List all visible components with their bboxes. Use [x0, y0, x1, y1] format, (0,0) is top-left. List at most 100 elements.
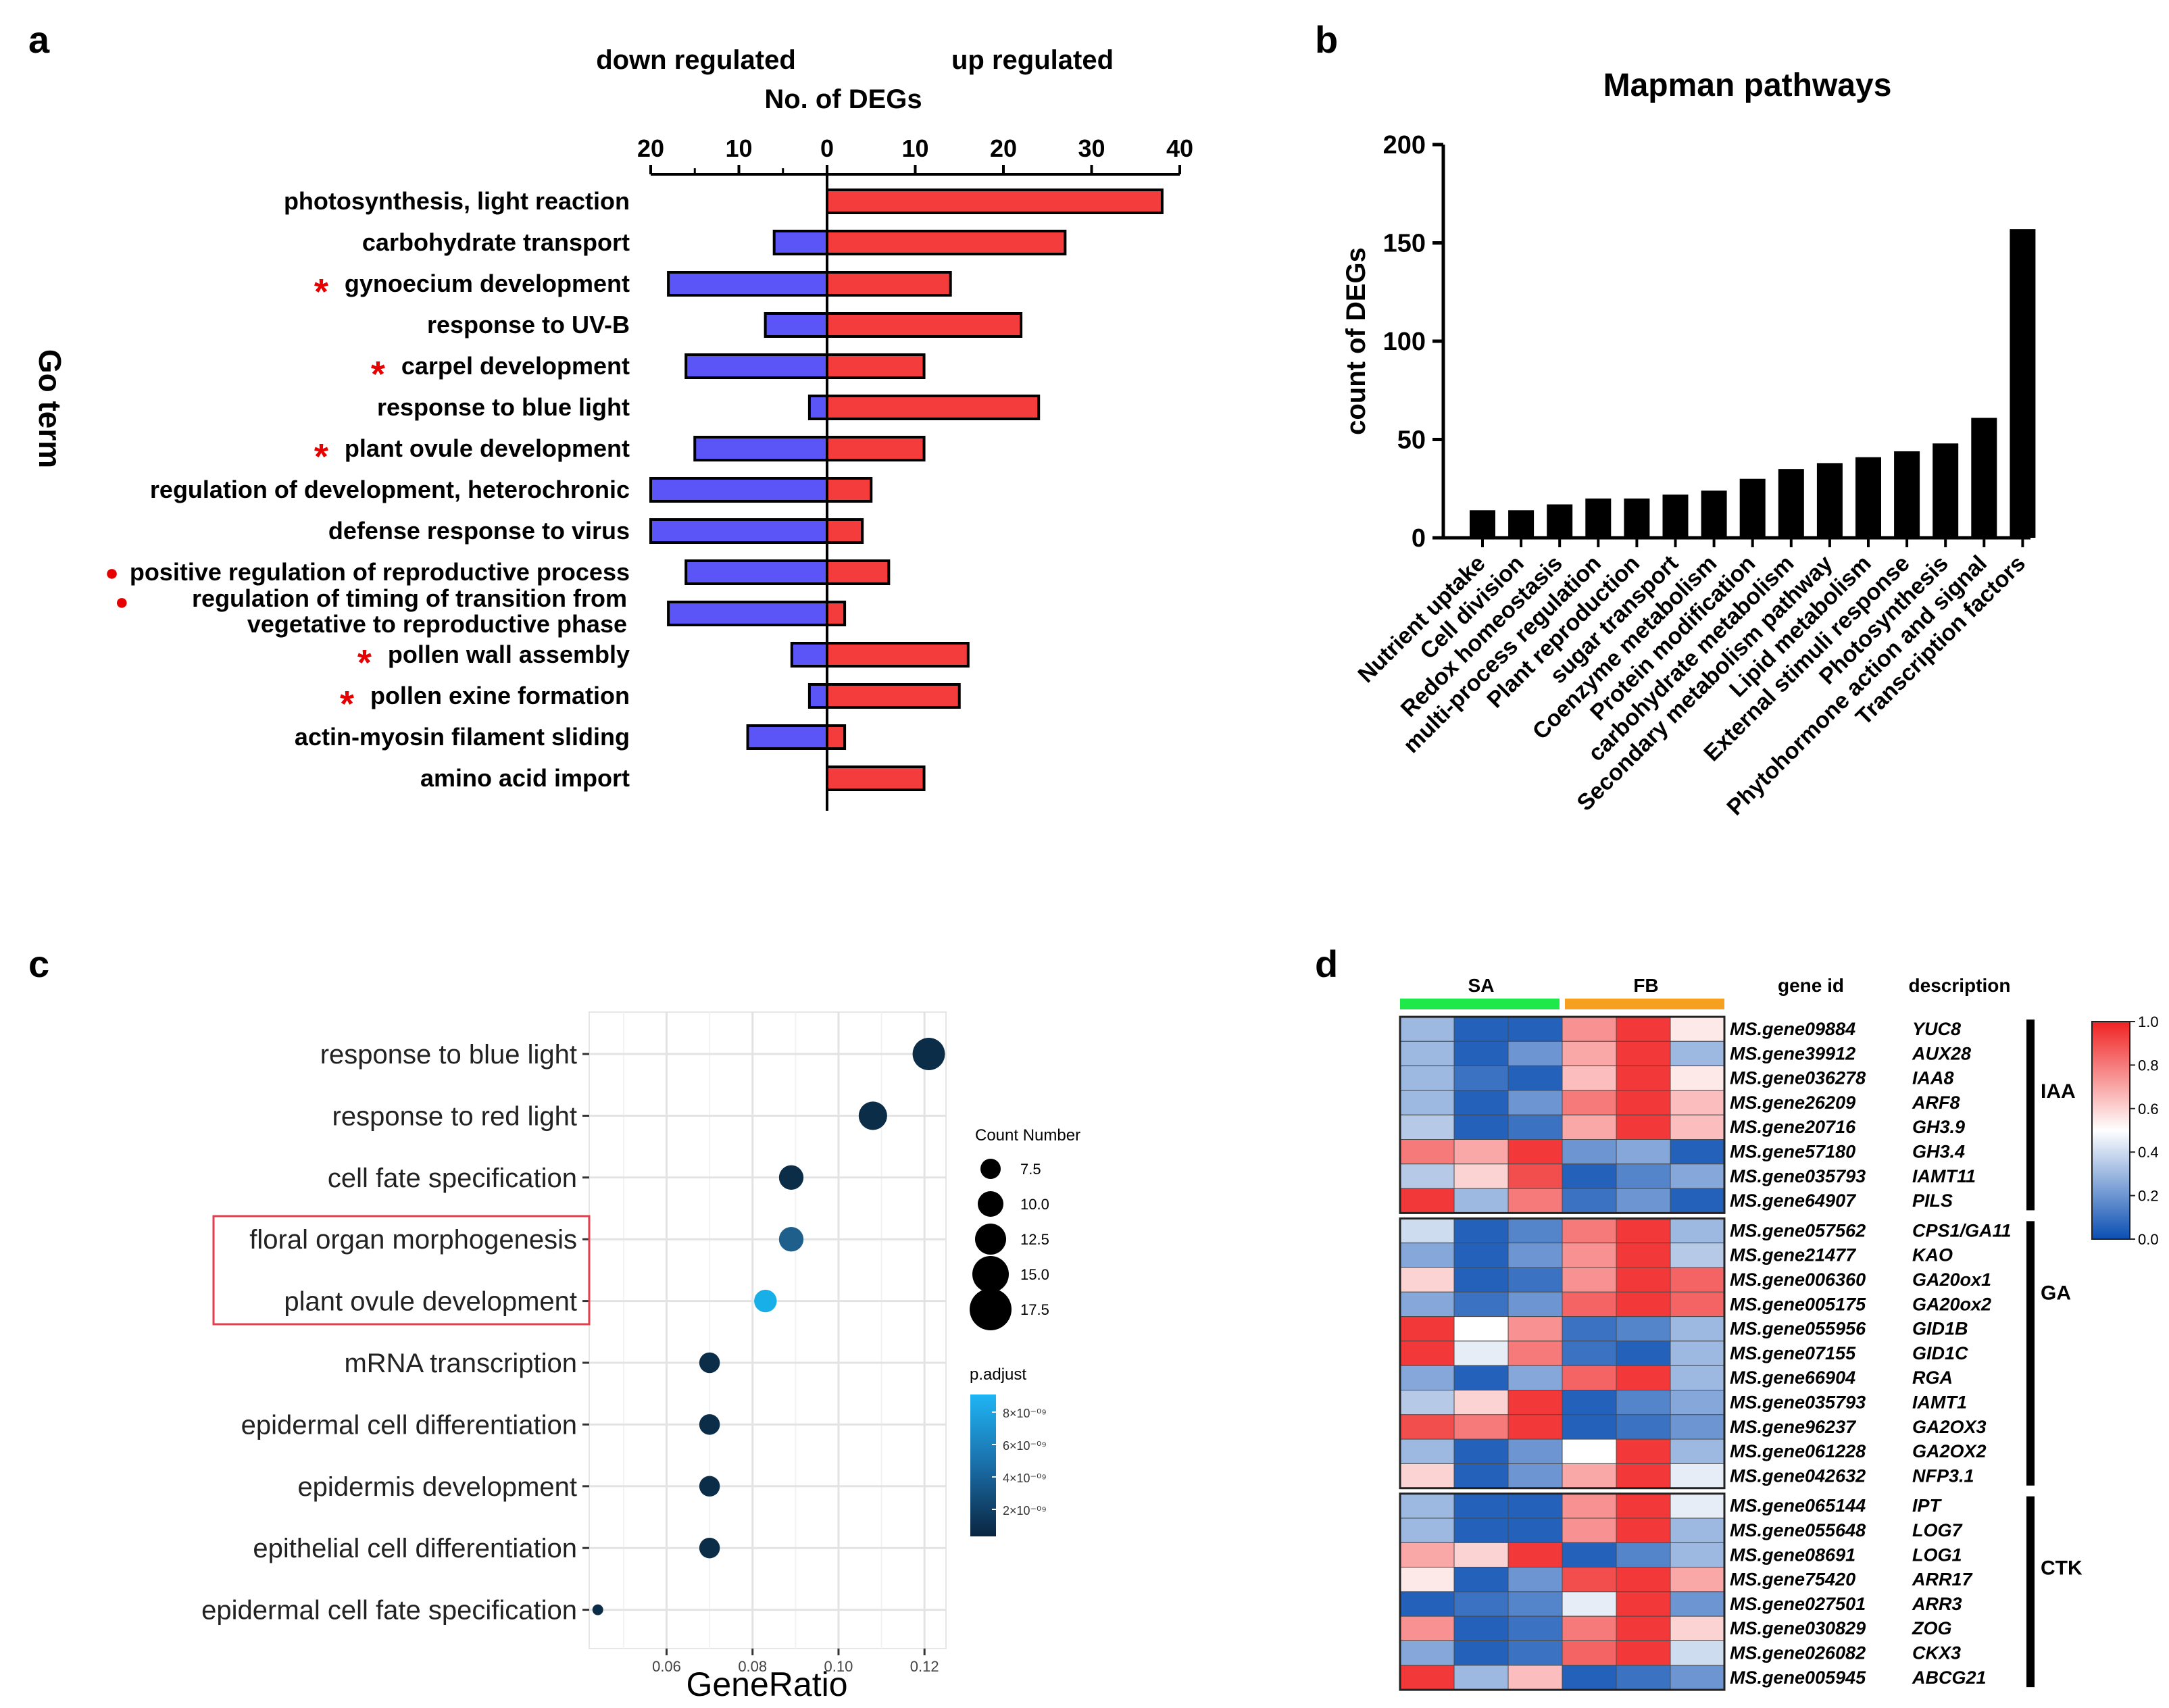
panel-d-scale-tick-label: 0.4	[2138, 1144, 2159, 1161]
panel-d-cell	[1453, 1665, 1509, 1690]
panel-a-bar-up	[826, 724, 847, 750]
panel-d-cell	[1670, 1217, 1725, 1244]
panel-d-cell	[1453, 1640, 1509, 1666]
panel-label-d: d	[1315, 943, 1338, 985]
panel-d-cell	[1453, 1567, 1509, 1592]
panel-d-description-header: description	[1909, 975, 2011, 996]
panel-d-cell	[1399, 1463, 1455, 1489]
panel-d-gene-id: MS.gene57180	[1730, 1142, 1855, 1162]
panel-d-cell	[1670, 1640, 1725, 1666]
panel-d-gene-id: MS.gene036278	[1730, 1068, 1866, 1088]
panel-d-cell	[1670, 1040, 1725, 1067]
panel-d-cell	[1616, 1640, 1671, 1666]
panel-d-cell	[1616, 1517, 1671, 1543]
panel-d-cell	[1562, 1267, 1617, 1292]
panel-c-point	[699, 1476, 720, 1497]
panel-a-bar-down	[790, 642, 829, 668]
panel-d-cell	[1453, 1390, 1509, 1415]
panel-d-cell	[1670, 1163, 1725, 1189]
panel-d-cell	[1562, 1414, 1617, 1440]
panel-d-description: CPS1/GA11	[1912, 1220, 2012, 1240]
panel-d-cell	[1616, 1163, 1671, 1189]
panel-d-cell	[1562, 1065, 1617, 1091]
panel-b-title: Mapman pathways	[1603, 68, 1892, 103]
panel-d-cell	[1507, 1316, 1563, 1342]
panel-a-tick-label: 10	[725, 134, 752, 162]
panel-d-description: ZOG	[1912, 1618, 1952, 1638]
panel-d-cell	[1399, 1267, 1455, 1292]
panel-d-cell	[1453, 1340, 1509, 1366]
panel-d-cell	[1562, 1188, 1617, 1213]
panel-a-category-label: carbohydrate transport	[362, 228, 630, 256]
panel-d-group-label: FB	[1633, 975, 1658, 996]
panel-d-cell	[1562, 1316, 1617, 1342]
panel-d-cell	[1562, 1016, 1617, 1042]
panel-a-bar-up	[826, 312, 1023, 338]
panel-d-cell	[1453, 1217, 1509, 1244]
panel-a-bar-up	[826, 353, 926, 379]
panel-a-tick-label: 20	[990, 134, 1017, 162]
panel-d-cell	[1507, 1365, 1563, 1390]
panel-d-cell	[1453, 1316, 1509, 1342]
panel-d-description: IAMT11	[1912, 1166, 1976, 1186]
panel-c-term-label: response to red light	[332, 1101, 577, 1131]
panel-a-bar-down	[649, 477, 828, 503]
panel-d-cell	[1562, 1542, 1617, 1568]
panel-d-cell	[1562, 1640, 1617, 1666]
panel-c-term-label: cell fate specification	[328, 1163, 577, 1193]
panel-c-term-label: mRNA transcription	[344, 1349, 577, 1378]
panel-d-cell	[1507, 1340, 1563, 1366]
panel-d-cell	[1507, 1665, 1563, 1690]
panel-c-point	[778, 1165, 804, 1190]
panel-b-bar	[1855, 457, 1881, 538]
panel-b-tick-label: 200	[1383, 131, 1426, 159]
panel-a-bar-down	[772, 230, 828, 255]
panel-d-cell	[1616, 1493, 1671, 1519]
panel-a-marker-star: *	[314, 272, 328, 312]
panel-a-category-label: gynoecium development	[345, 270, 630, 297]
panel-d-gene-id: MS.gene08691	[1730, 1544, 1855, 1565]
panel-d-cell	[1453, 1591, 1509, 1617]
panel-d-cell	[1453, 1114, 1509, 1140]
panel-d-cell	[1399, 1139, 1455, 1165]
panel-a-ylabel: Go term	[32, 349, 68, 468]
panel-c-term-label: floral organ morphogenesis	[249, 1225, 577, 1255]
panel-b-tick-label: 150	[1383, 230, 1426, 258]
panel-c-xlabel: GeneRatio	[686, 1665, 847, 1703]
panel-d-cell	[1453, 1242, 1509, 1268]
panel-d-cell	[1399, 1340, 1455, 1366]
panel-d-description: CKX3	[1912, 1643, 1961, 1663]
panel-a-category-label: pollen exine formation	[370, 682, 630, 709]
panel-a-category-label-line2: vegetative to reproductive phase	[247, 610, 627, 638]
panel-a-bar-down	[807, 395, 829, 420]
panel-d-cell	[1670, 1615, 1725, 1641]
panel-d-cell	[1399, 1438, 1455, 1464]
panel-c-point	[699, 1352, 720, 1374]
panel-d-cell	[1616, 1267, 1671, 1292]
panel-d-scale-tick-label: 0.8	[2138, 1057, 2159, 1074]
panel-d-group-bar	[1565, 999, 1724, 1009]
panel-d-gene-id: MS.gene061228	[1730, 1441, 1866, 1461]
panel-c-x-tick-label: 0.08	[738, 1658, 767, 1675]
panel-b-bar	[1585, 498, 1612, 538]
panel-d-cell	[1670, 1591, 1725, 1617]
panel-d-scale-tick-label: 0.2	[2138, 1188, 2159, 1205]
panel-d-cell	[1453, 1090, 1509, 1115]
panel-d-cell	[1399, 1188, 1455, 1213]
panel-d-cell	[1453, 1188, 1509, 1213]
panel-d-heatmap: gene id description SA FB MS.gene09884 YUC8…	[1399, 975, 2159, 1691]
panel-d-cell	[1670, 1517, 1725, 1543]
panel-d-cell	[1507, 1493, 1563, 1519]
panel-d-cell	[1399, 1517, 1455, 1543]
panel-d-cell	[1616, 1114, 1671, 1140]
panel-c-size-legend-title: Count Number	[975, 1126, 1080, 1145]
panel-d-group-bar	[1400, 999, 1560, 1009]
panel-d-gene-id: MS.gene035793	[1730, 1392, 1866, 1413]
panel-d-cell	[1670, 1665, 1725, 1690]
panel-d-cell	[1507, 1188, 1563, 1213]
panel-a-category-label: response to UV-B	[427, 311, 630, 338]
panel-d-description: IAMT1	[1912, 1392, 1967, 1413]
panel-d-cell	[1562, 1438, 1617, 1464]
panel-a-tick-label: 0	[820, 134, 834, 162]
panel-c-term-label: response to blue light	[320, 1040, 577, 1070]
